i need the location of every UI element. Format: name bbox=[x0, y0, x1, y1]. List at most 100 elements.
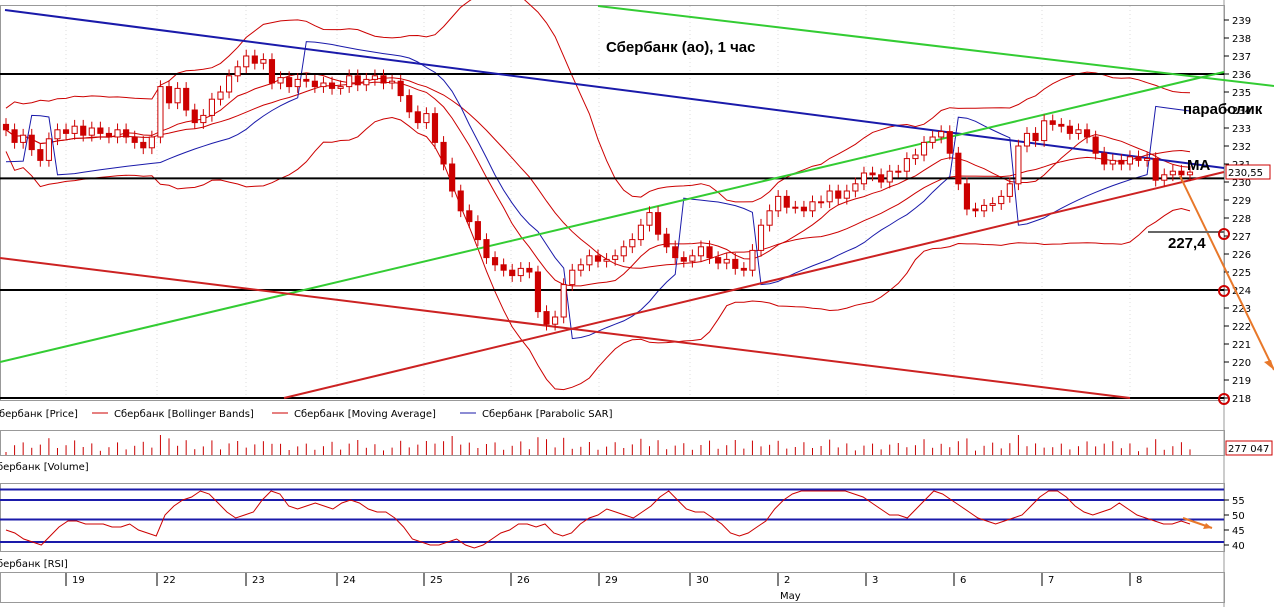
candle-body bbox=[783, 195, 790, 208]
trend-line-red-lower bbox=[0, 257, 1131, 399]
price-panel-frame bbox=[0, 5, 1225, 401]
price-tick-label: 239 bbox=[1232, 16, 1251, 27]
candle-body bbox=[123, 129, 130, 138]
rsi-levels bbox=[0, 488, 1224, 543]
price-tick-label: 232 bbox=[1232, 142, 1251, 153]
candle-body bbox=[689, 255, 696, 262]
price-tick-label: 224 bbox=[1232, 286, 1251, 297]
date-label: 7 bbox=[1048, 575, 1054, 586]
candle-body bbox=[620, 246, 627, 257]
candle-body bbox=[654, 212, 662, 235]
candle-body bbox=[697, 246, 705, 257]
candle-body bbox=[1118, 159, 1125, 165]
rsi-forecast-head bbox=[1203, 523, 1212, 529]
candle-body bbox=[946, 131, 953, 154]
candle-body bbox=[534, 271, 542, 313]
candle-body bbox=[20, 134, 27, 143]
candle-body bbox=[1101, 152, 1108, 165]
candle-body bbox=[1058, 123, 1065, 127]
price-tick-label: 226 bbox=[1232, 250, 1251, 261]
candle-body bbox=[449, 163, 456, 192]
price-tick-label: 221 bbox=[1232, 340, 1251, 351]
candle-body bbox=[920, 141, 928, 156]
candle-body bbox=[732, 258, 739, 269]
price-tick-label: 227 bbox=[1232, 232, 1251, 243]
candle-body bbox=[277, 77, 284, 84]
bollinger-upper bbox=[5, 0, 1191, 203]
candle-body bbox=[88, 127, 95, 136]
candle-body bbox=[1126, 156, 1134, 165]
candle-body bbox=[208, 98, 215, 116]
candle-body bbox=[354, 75, 361, 86]
volume-value-label: 277 047 bbox=[1228, 444, 1269, 455]
candle-body bbox=[1041, 120, 1048, 142]
rsi-tick-label: 45 bbox=[1232, 526, 1245, 537]
chart-title: Сбербанк (ао), 1 час bbox=[606, 39, 755, 56]
candle-body bbox=[466, 210, 473, 223]
candle-body bbox=[1178, 170, 1185, 176]
volume-value-box bbox=[1225, 440, 1273, 456]
candle-body bbox=[157, 86, 164, 138]
last-price-label: 230,55 bbox=[1228, 168, 1263, 179]
level-marker-227 bbox=[1218, 228, 1230, 240]
candle-body bbox=[431, 113, 439, 143]
candle-body bbox=[869, 172, 876, 176]
volume-panel-frame bbox=[0, 430, 1225, 456]
candle-body bbox=[1144, 158, 1151, 161]
candle-body bbox=[140, 141, 147, 149]
candle-body bbox=[1006, 183, 1013, 197]
candle-body bbox=[663, 233, 670, 248]
price-tick-label: 237 bbox=[1232, 52, 1251, 63]
rsi-path bbox=[5, 490, 1191, 549]
candle-body bbox=[577, 264, 584, 271]
candle-body bbox=[183, 87, 190, 111]
candle-body bbox=[594, 255, 602, 262]
date-label: 19 bbox=[72, 575, 85, 586]
candle-body bbox=[500, 264, 507, 271]
price-tick-label: 236 bbox=[1232, 70, 1251, 81]
price-tick-label: 230 bbox=[1232, 178, 1251, 189]
candle-body bbox=[148, 136, 155, 149]
candle-body bbox=[71, 125, 78, 134]
price-tick-label: 220 bbox=[1232, 358, 1251, 369]
candle-body bbox=[131, 136, 138, 143]
legend-entry: Сбербанк [Parabolic SAR] bbox=[482, 409, 613, 420]
date-label: 3 bbox=[872, 575, 878, 586]
candle-body bbox=[998, 195, 1005, 205]
candle-body bbox=[835, 190, 842, 199]
candle-body bbox=[517, 267, 524, 277]
candle-body bbox=[955, 152, 962, 185]
candle-body bbox=[11, 129, 18, 143]
legend-entry: Сбербанк [Bollinger Bands] bbox=[114, 409, 254, 420]
legend-entry: Сбербанк [Moving Average] bbox=[294, 409, 436, 420]
candle-body bbox=[560, 284, 567, 318]
candle-body bbox=[406, 95, 413, 113]
candle-body bbox=[389, 80, 396, 84]
candle-body bbox=[612, 255, 619, 260]
candle-body bbox=[37, 149, 44, 161]
candle-body bbox=[843, 190, 850, 199]
candle-body bbox=[646, 212, 653, 226]
candle-body bbox=[792, 206, 799, 209]
candle-body bbox=[337, 86, 344, 89]
candle-body bbox=[989, 203, 996, 206]
price-tick-label: 235 bbox=[1232, 88, 1251, 99]
candle-body bbox=[886, 170, 893, 183]
price-candles bbox=[2, 49, 1194, 331]
candle-body bbox=[423, 113, 430, 124]
price-legend: Сбербанк [Price] Сбербанк [Bollinger Band… bbox=[0, 409, 613, 420]
price-tick-label: 218 bbox=[1232, 394, 1251, 405]
candle-body bbox=[817, 201, 825, 204]
candle-body bbox=[397, 80, 404, 97]
candle-body bbox=[1169, 170, 1176, 176]
price-tick-label: 225 bbox=[1232, 268, 1251, 279]
candle-body bbox=[105, 132, 113, 138]
candle-body bbox=[491, 257, 499, 266]
candle-body bbox=[483, 239, 490, 259]
candle-body bbox=[251, 55, 258, 64]
candle-body bbox=[852, 183, 859, 192]
candle-body bbox=[637, 224, 644, 241]
candle-body bbox=[45, 138, 52, 161]
candle-body bbox=[809, 201, 816, 212]
